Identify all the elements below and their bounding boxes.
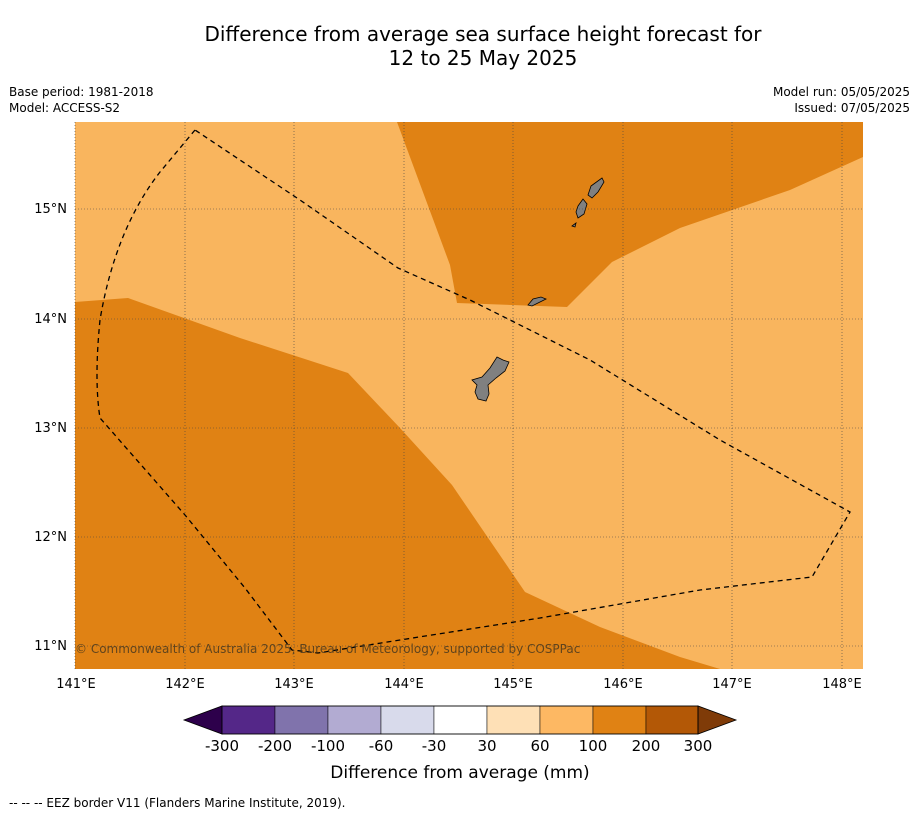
colorbar-tick-label: 30 bbox=[477, 737, 496, 755]
lon-label-141e: 141°E bbox=[56, 677, 96, 692]
colorbar-tick-label: 100 bbox=[579, 737, 608, 755]
lon-label-142e: 142°E bbox=[165, 677, 205, 692]
colorbar-tick-label: -60 bbox=[369, 737, 394, 755]
colorbar-swatch-7 bbox=[539, 705, 594, 735]
title-line-2: 12 to 25 May 2025 bbox=[388, 46, 578, 70]
lon-label-145e: 145°E bbox=[493, 677, 533, 692]
grid bbox=[74, 122, 863, 669]
chart-title: Difference from average sea surface heig… bbox=[0, 22, 919, 70]
anomaly-band-100-200-south-west bbox=[75, 298, 720, 669]
anomaly-band-100-200-north-east bbox=[397, 122, 863, 307]
meta-right: Model run: 05/05/2025 Issued: 07/05/2025 bbox=[773, 84, 910, 116]
lat-label-11n: 11°N bbox=[34, 639, 67, 654]
colorbar-tick-label: -30 bbox=[422, 737, 447, 755]
colorbar-outline bbox=[221, 705, 699, 735]
latitude-labels: 15°N 14°N 13°N 12°N 11°N bbox=[34, 202, 67, 654]
eez-border bbox=[96, 129, 851, 654]
colorbar-tick-label: -200 bbox=[258, 737, 292, 755]
colorbar-swatch-8 bbox=[592, 705, 647, 735]
island-guam bbox=[471, 356, 510, 402]
issued-text: Issued: 07/05/2025 bbox=[794, 101, 910, 115]
base-period-text: Base period: 1981-2018 bbox=[9, 85, 154, 99]
lat-label-15n: 15°N bbox=[34, 202, 67, 217]
lon-label-144e: 144°E bbox=[384, 677, 424, 692]
colorbar-tick-label: 300 bbox=[684, 737, 713, 755]
lon-label-148e: 148°E bbox=[822, 677, 862, 692]
colorbar-swatch-1 bbox=[221, 705, 276, 735]
colorbar-tick-label: -100 bbox=[311, 737, 345, 755]
lon-label-143e: 143°E bbox=[274, 677, 314, 692]
colorbar-swatch-4 bbox=[380, 705, 435, 735]
colorbar-tick-label: 60 bbox=[530, 737, 549, 755]
longitude-labels: 141°E 142°E 143°E 144°E 145°E 146°E 147°… bbox=[56, 677, 862, 692]
island-north-1 bbox=[587, 177, 605, 199]
colorbar-extend-high bbox=[697, 705, 738, 735]
lat-label-13n: 13°N bbox=[34, 421, 67, 436]
colorbar-tick-label: 200 bbox=[632, 737, 661, 755]
eez-footnote: -- -- -- EEZ border V11 (Flanders Marine… bbox=[9, 796, 346, 810]
colorbar-swatch-9 bbox=[645, 705, 699, 735]
lon-label-147e: 147°E bbox=[712, 677, 752, 692]
colorbar-tick-label: -300 bbox=[205, 737, 239, 755]
colorbar-extend-low bbox=[182, 705, 223, 735]
colorbar-swatch-6 bbox=[486, 705, 541, 735]
island-north-2 bbox=[575, 198, 588, 219]
model-text: Model: ACCESS-S2 bbox=[9, 101, 121, 115]
colorbar-title: Difference from average (mm) bbox=[330, 763, 589, 783]
island-middle bbox=[527, 296, 547, 307]
model-run-text: Model run: 05/05/2025 bbox=[772, 85, 910, 99]
meta-left: Base period: 1981-2018 Model: ACCESS-S2 bbox=[9, 84, 154, 116]
lat-label-12n: 12°N bbox=[34, 530, 67, 545]
map-area bbox=[75, 122, 863, 669]
colorbar-swatch-2 bbox=[274, 705, 329, 735]
title-line-1: Difference from average sea surface heig… bbox=[204, 22, 762, 46]
colorbar-swatch-5 bbox=[433, 705, 488, 735]
island-north-3 bbox=[571, 222, 577, 228]
colorbar-swatch-3 bbox=[327, 705, 382, 735]
lat-label-14n: 14°N bbox=[34, 312, 67, 327]
lon-label-146e: 146°E bbox=[603, 677, 643, 692]
copyright-text: © Commonwealth of Australia 2025, Bureau… bbox=[75, 642, 580, 656]
colorbar: -300 -200 -100 -60 -30 30 60 100 200 300… bbox=[182, 705, 738, 783]
